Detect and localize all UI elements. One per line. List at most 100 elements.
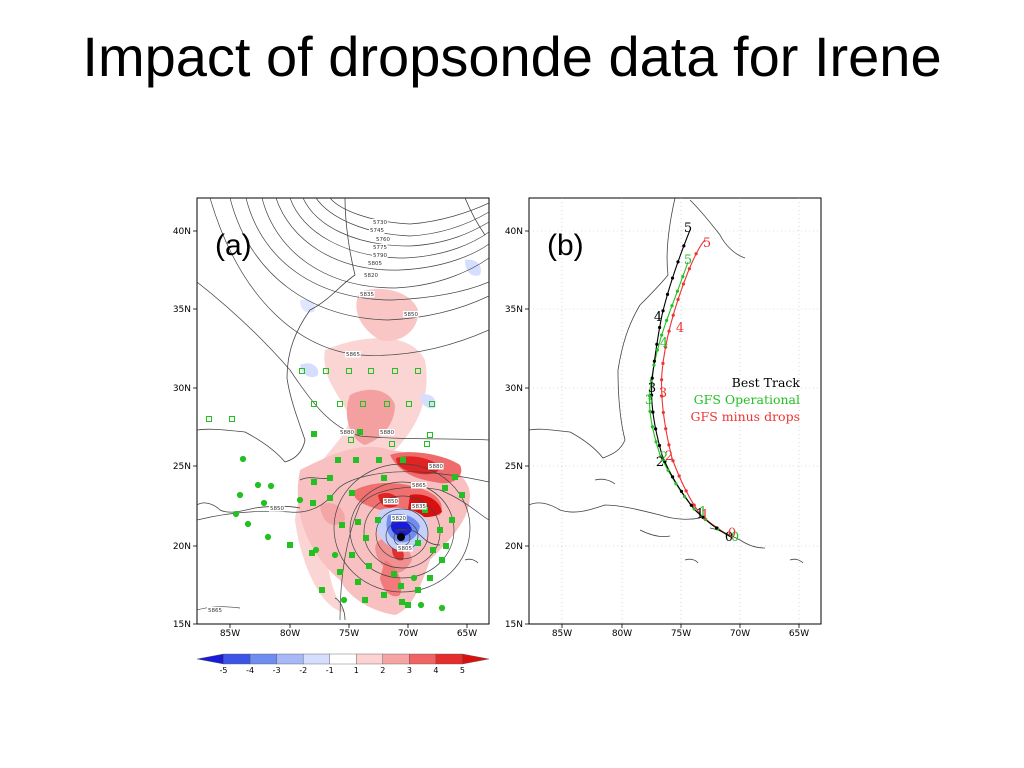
- track-position-dot: [670, 276, 675, 280]
- colorbar-label: -2: [299, 666, 307, 675]
- contour-label-bg: [411, 482, 427, 489]
- panel-a: 5730 5745 5760 5775 5790 5805 5820 5835 5850 5865…: [196, 197, 490, 625]
- dropsonde-site: [366, 563, 372, 569]
- track-position-dot: [670, 304, 674, 308]
- contour-label: 5835: [360, 292, 374, 298]
- contour-label-bg: [339, 429, 355, 436]
- track-position-dot: [674, 482, 678, 486]
- contour-label-bg: [379, 429, 395, 436]
- dropsonde-site-round: [236, 491, 244, 499]
- dropsonde-site: [311, 431, 317, 437]
- dropsonde-site: [376, 457, 382, 463]
- dropsonde-site: [430, 547, 436, 553]
- lon-tick-label: 70W: [730, 629, 750, 639]
- colorbar-segment: [223, 653, 251, 665]
- contour-label-bg: [363, 272, 379, 279]
- colorbar-segment: [302, 653, 330, 665]
- contour-label: 5745: [370, 228, 384, 234]
- dropsonde-site: [335, 457, 341, 463]
- lon-tick-label: 75W: [671, 629, 691, 639]
- coastline-b: [529, 198, 804, 564]
- legend-entry: GFS minus drops: [691, 409, 800, 424]
- contour-label: 5865: [346, 352, 360, 358]
- dropsonde-site: [437, 527, 443, 533]
- dropsonde-site: [357, 429, 363, 435]
- lon-tick-label: 85W: [552, 629, 572, 639]
- track-position-dot: [677, 474, 681, 478]
- contour-label: 5775: [373, 245, 387, 251]
- dropsonde-site-open: [346, 368, 352, 374]
- colorbar-segment: [329, 653, 357, 665]
- track-position-dot: [658, 325, 662, 330]
- colorbar-end-left: [196, 653, 224, 665]
- grid-b: [529, 198, 821, 624]
- lat-tick-label: 20N: [505, 542, 523, 552]
- lat-tick-label: 35N: [505, 305, 523, 315]
- track-day-mark: 1: [701, 508, 709, 523]
- contour-label: 5760: [376, 237, 390, 243]
- dropsonde-site: [415, 540, 421, 546]
- dropsonde-site: [362, 597, 368, 603]
- lon-tick-label: 80W: [612, 629, 632, 639]
- track-position-dot: [652, 363, 656, 367]
- contour-label: 5730: [373, 220, 387, 226]
- track-position-dot: [650, 376, 654, 380]
- track-position-dot: [660, 378, 664, 382]
- track-position-dot: [648, 409, 652, 413]
- track-position-dot: [665, 318, 669, 322]
- colorbar: -5 -4 -3 -2 -1 1 2 3 4 5: [196, 653, 490, 675]
- track-day-mark: 0: [725, 530, 733, 545]
- track-day-mark: 5: [684, 253, 692, 268]
- colorbar-segment: [435, 653, 463, 665]
- dropsonde-site-round: [340, 596, 348, 604]
- dropsonde-site-round: [267, 482, 275, 490]
- contour-label: 5850: [404, 312, 418, 318]
- track-position-dot: [667, 443, 671, 447]
- dropsonde-site-open: [299, 368, 305, 374]
- colorbar-label: 1: [354, 666, 359, 675]
- legend-entry: GFS Operational: [694, 392, 800, 407]
- track-position-dot: [689, 503, 693, 507]
- contour-label-bg: [428, 463, 444, 470]
- contour-label-bg: [367, 260, 383, 267]
- contour-label: 5820: [364, 273, 378, 279]
- colorbar-segment: [356, 653, 384, 665]
- dropsonde-site-open: [392, 368, 398, 374]
- dropsonde-site: [381, 475, 387, 481]
- dropsonde-site-open: [384, 401, 390, 407]
- track-day-mark: 3: [645, 393, 653, 408]
- lat-tick-label: 30N: [173, 384, 191, 394]
- panel-a-label: (a): [215, 229, 252, 262]
- dropsonde-site-round: [296, 496, 304, 504]
- contour-label-bg: [372, 252, 388, 259]
- dropsonde-site: [405, 602, 411, 608]
- track-minus-drops: [661, 239, 732, 538]
- track-position-dot: [681, 275, 685, 279]
- track-day-mark: 4: [654, 310, 662, 325]
- dropsonde-site-round: [286, 541, 294, 549]
- track-day-mark: 1: [699, 505, 707, 520]
- dropsonde-site: [399, 599, 405, 605]
- contour-label-bg: [411, 503, 427, 510]
- track-position-dot: [651, 410, 655, 414]
- dropsonde-site-round: [232, 510, 240, 518]
- dropsonde-site: [339, 522, 345, 528]
- track-position-dot: [657, 443, 662, 448]
- contour-label-bg: [383, 498, 399, 505]
- dropsonde-site-round: [417, 601, 425, 609]
- storm-center-marker: [397, 533, 405, 541]
- contour-label-bg: [403, 311, 419, 318]
- dropsonde-site: [442, 485, 448, 491]
- contour-label-bg: [269, 505, 285, 512]
- contour-label-bg: [369, 227, 385, 234]
- dropsonde-site: [398, 583, 404, 589]
- track-position-dot: [682, 495, 687, 499]
- lat-tick-label: 15N: [505, 620, 523, 630]
- track-day-mark: 2: [665, 449, 673, 464]
- dropsonde-site-round: [244, 520, 252, 528]
- track-position-dot: [652, 359, 656, 363]
- dropsonde-site: [349, 552, 355, 558]
